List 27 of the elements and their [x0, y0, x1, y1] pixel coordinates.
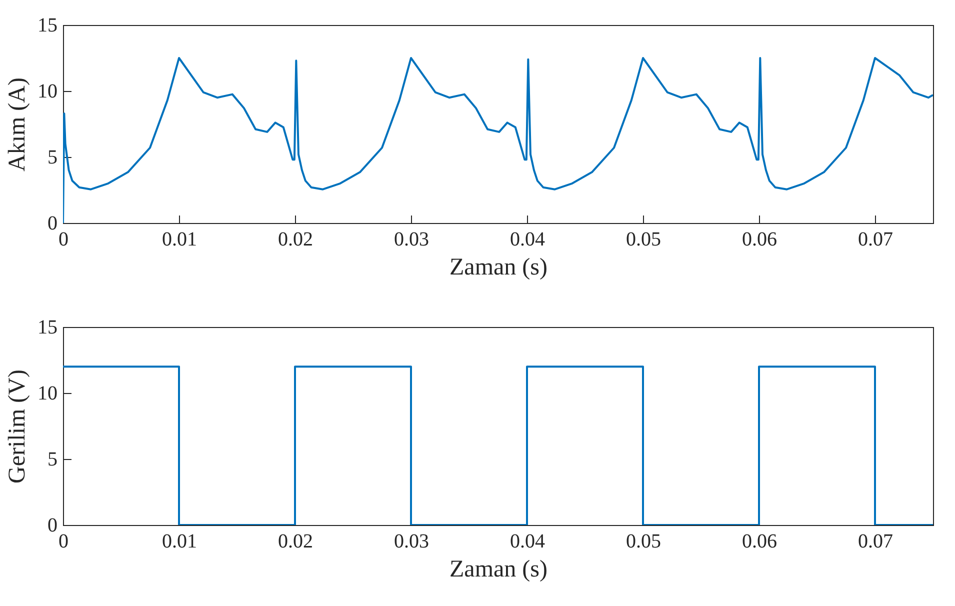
x-tick-label: 0.06 [742, 228, 777, 250]
y-tick-label: 0 [48, 514, 58, 536]
x-tick-label: 0.01 [162, 530, 197, 552]
y-tick-label: 15 [38, 14, 58, 36]
x-tick-label: 0.01 [162, 228, 197, 250]
x-tick-label: 0.04 [510, 530, 545, 552]
y-tick-label: 5 [48, 146, 58, 168]
x-tick-label: 0.02 [278, 228, 313, 250]
x-tick-label: 0.06 [742, 530, 777, 552]
x-axis-title: Zaman (s) [450, 556, 548, 582]
x-tick-label: 0.07 [858, 228, 893, 250]
x-tick-label: 0.03 [394, 228, 429, 250]
y-tick-label: 5 [48, 448, 58, 470]
x-tick-label: 0.02 [278, 530, 313, 552]
line-series [63, 57, 933, 223]
x-tick-label: 0.03 [394, 530, 429, 552]
y-tick-label: 15 [38, 316, 58, 338]
y-tick-label: 0 [48, 212, 58, 234]
x-tick-label: 0.05 [626, 530, 661, 552]
y-axis-title: Akım (A) [4, 78, 30, 172]
x-axis-title: Zaman (s) [450, 254, 548, 280]
y-axis-title: Gerilim (V) [4, 370, 30, 484]
x-tick-label: 0.07 [858, 530, 893, 552]
y-tick-label: 10 [38, 80, 58, 102]
y-tick-label: 10 [38, 382, 58, 404]
x-tick-label: 0.05 [626, 228, 661, 250]
x-tick-label: 0.04 [510, 228, 545, 250]
